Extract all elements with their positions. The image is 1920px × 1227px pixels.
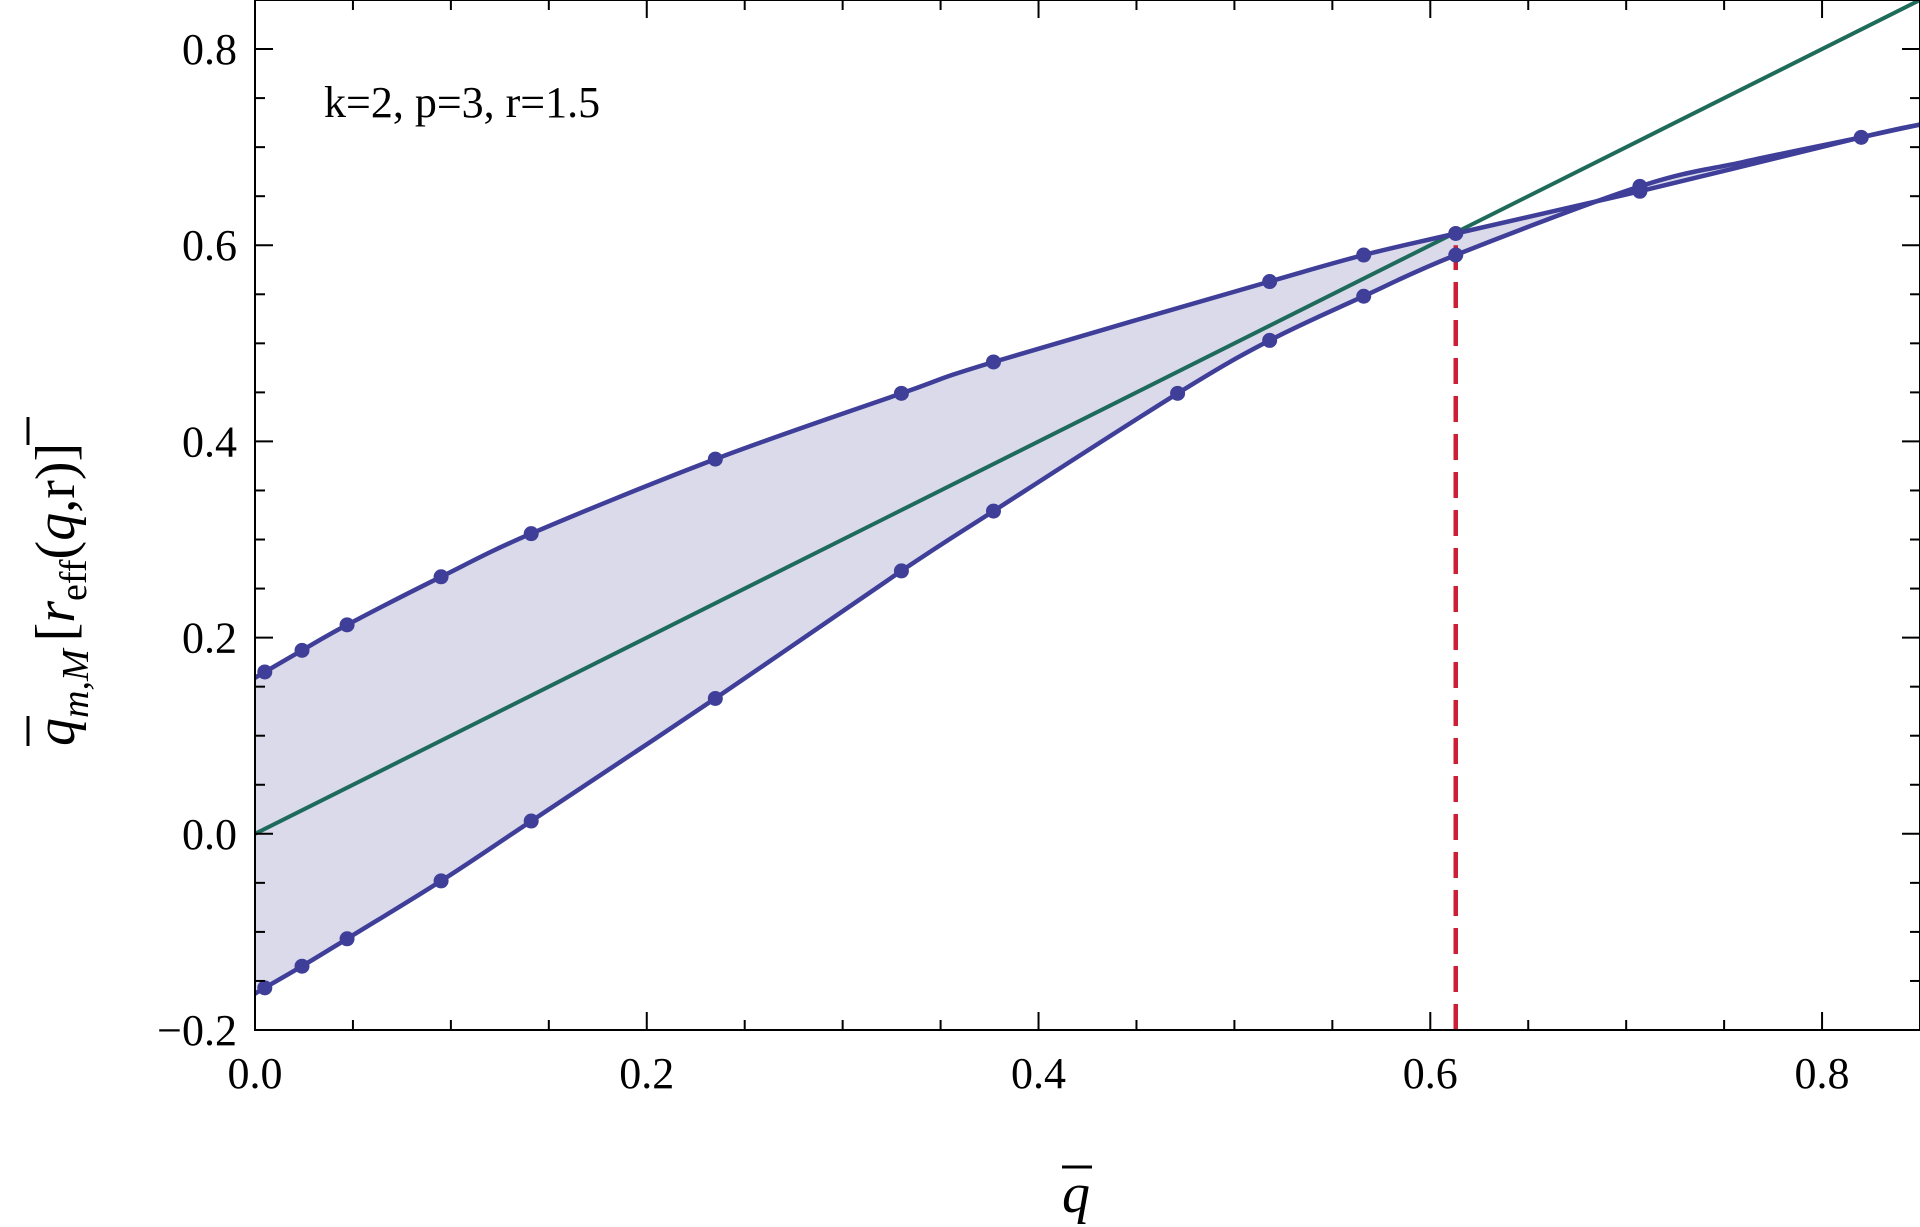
y-title-arg-q: q (25, 513, 87, 541)
series-1-point (257, 664, 273, 680)
diagonal-line (254, 0, 1920, 836)
series-2-point (257, 980, 273, 996)
series-1-point (294, 642, 310, 658)
x-tick-label: 0.2 (619, 1049, 674, 1098)
y-tick-label: 0.6 (182, 221, 237, 270)
y-tick-label: −0.2 (157, 1006, 237, 1055)
y-axis-title: qm,M[reff(q,r)] (25, 417, 97, 746)
plot-frame (254, 0, 1920, 1031)
y-tick-label: 0.0 (182, 810, 237, 859)
y-title-sub: m,M (55, 647, 97, 718)
band-fill-layer (255, 124, 1920, 994)
y-title-paren: ( (25, 541, 87, 560)
series-1-point (985, 354, 1001, 370)
series-2-point (1356, 288, 1372, 304)
series-1-point (893, 385, 909, 401)
series-2-point (707, 690, 723, 706)
y-tick-label: 0.8 (182, 25, 237, 74)
series-2-point (893, 563, 909, 579)
frame-layer (254, 0, 1920, 1031)
x-tick-label: 0.8 (1795, 1049, 1850, 1098)
series-1-point (1853, 129, 1869, 145)
tick-labels-layer: 0.0 0.2 0.4 0.6 0.8−0.20.00.20.40.60.8 (157, 25, 1849, 1098)
series-2-point (1448, 247, 1464, 263)
series-2-point (1262, 332, 1278, 348)
series-2-point (294, 958, 310, 974)
series-1-point (1262, 274, 1278, 290)
parameter-annotation: k=2, p=3, r=1.5 (324, 78, 600, 127)
series-2-point (433, 873, 449, 889)
series-2-point (1632, 178, 1648, 194)
lines-layer (253, 0, 1920, 1030)
series-1-point (339, 617, 355, 633)
x-tick-label: 0.4 (1011, 1049, 1066, 1098)
y-title-bracket: [ (25, 623, 87, 642)
series-1-point (523, 526, 539, 542)
series-1-point (707, 451, 723, 467)
series-2-point (339, 931, 355, 947)
x-axis-title: q (1062, 1163, 1092, 1225)
series-1-point (1356, 247, 1372, 263)
y-title-q: q (25, 718, 87, 746)
y-title-eff: eff (53, 559, 95, 601)
series-2-point (1170, 385, 1186, 401)
y-tick-label: 0.4 (182, 417, 237, 466)
series-2-point (523, 813, 539, 829)
series-1-point (1448, 225, 1464, 241)
y-axis-title-text: qm,M[reff(q,r)] (25, 443, 97, 746)
x-axis-title-text: q (1062, 1163, 1090, 1225)
y-title-r: r (25, 601, 87, 623)
x-tick-label: 0.0 (228, 1049, 283, 1098)
ticks-layer (254, 0, 1920, 1031)
x-tick-label: 0.6 (1403, 1049, 1458, 1098)
points-layer (257, 129, 1869, 996)
band-fill (255, 124, 1920, 994)
series-2-point (985, 503, 1001, 519)
y-tick-label: 0.2 (182, 614, 237, 663)
series-1-point (433, 569, 449, 585)
y-title-rest: ,r)] (25, 443, 87, 513)
